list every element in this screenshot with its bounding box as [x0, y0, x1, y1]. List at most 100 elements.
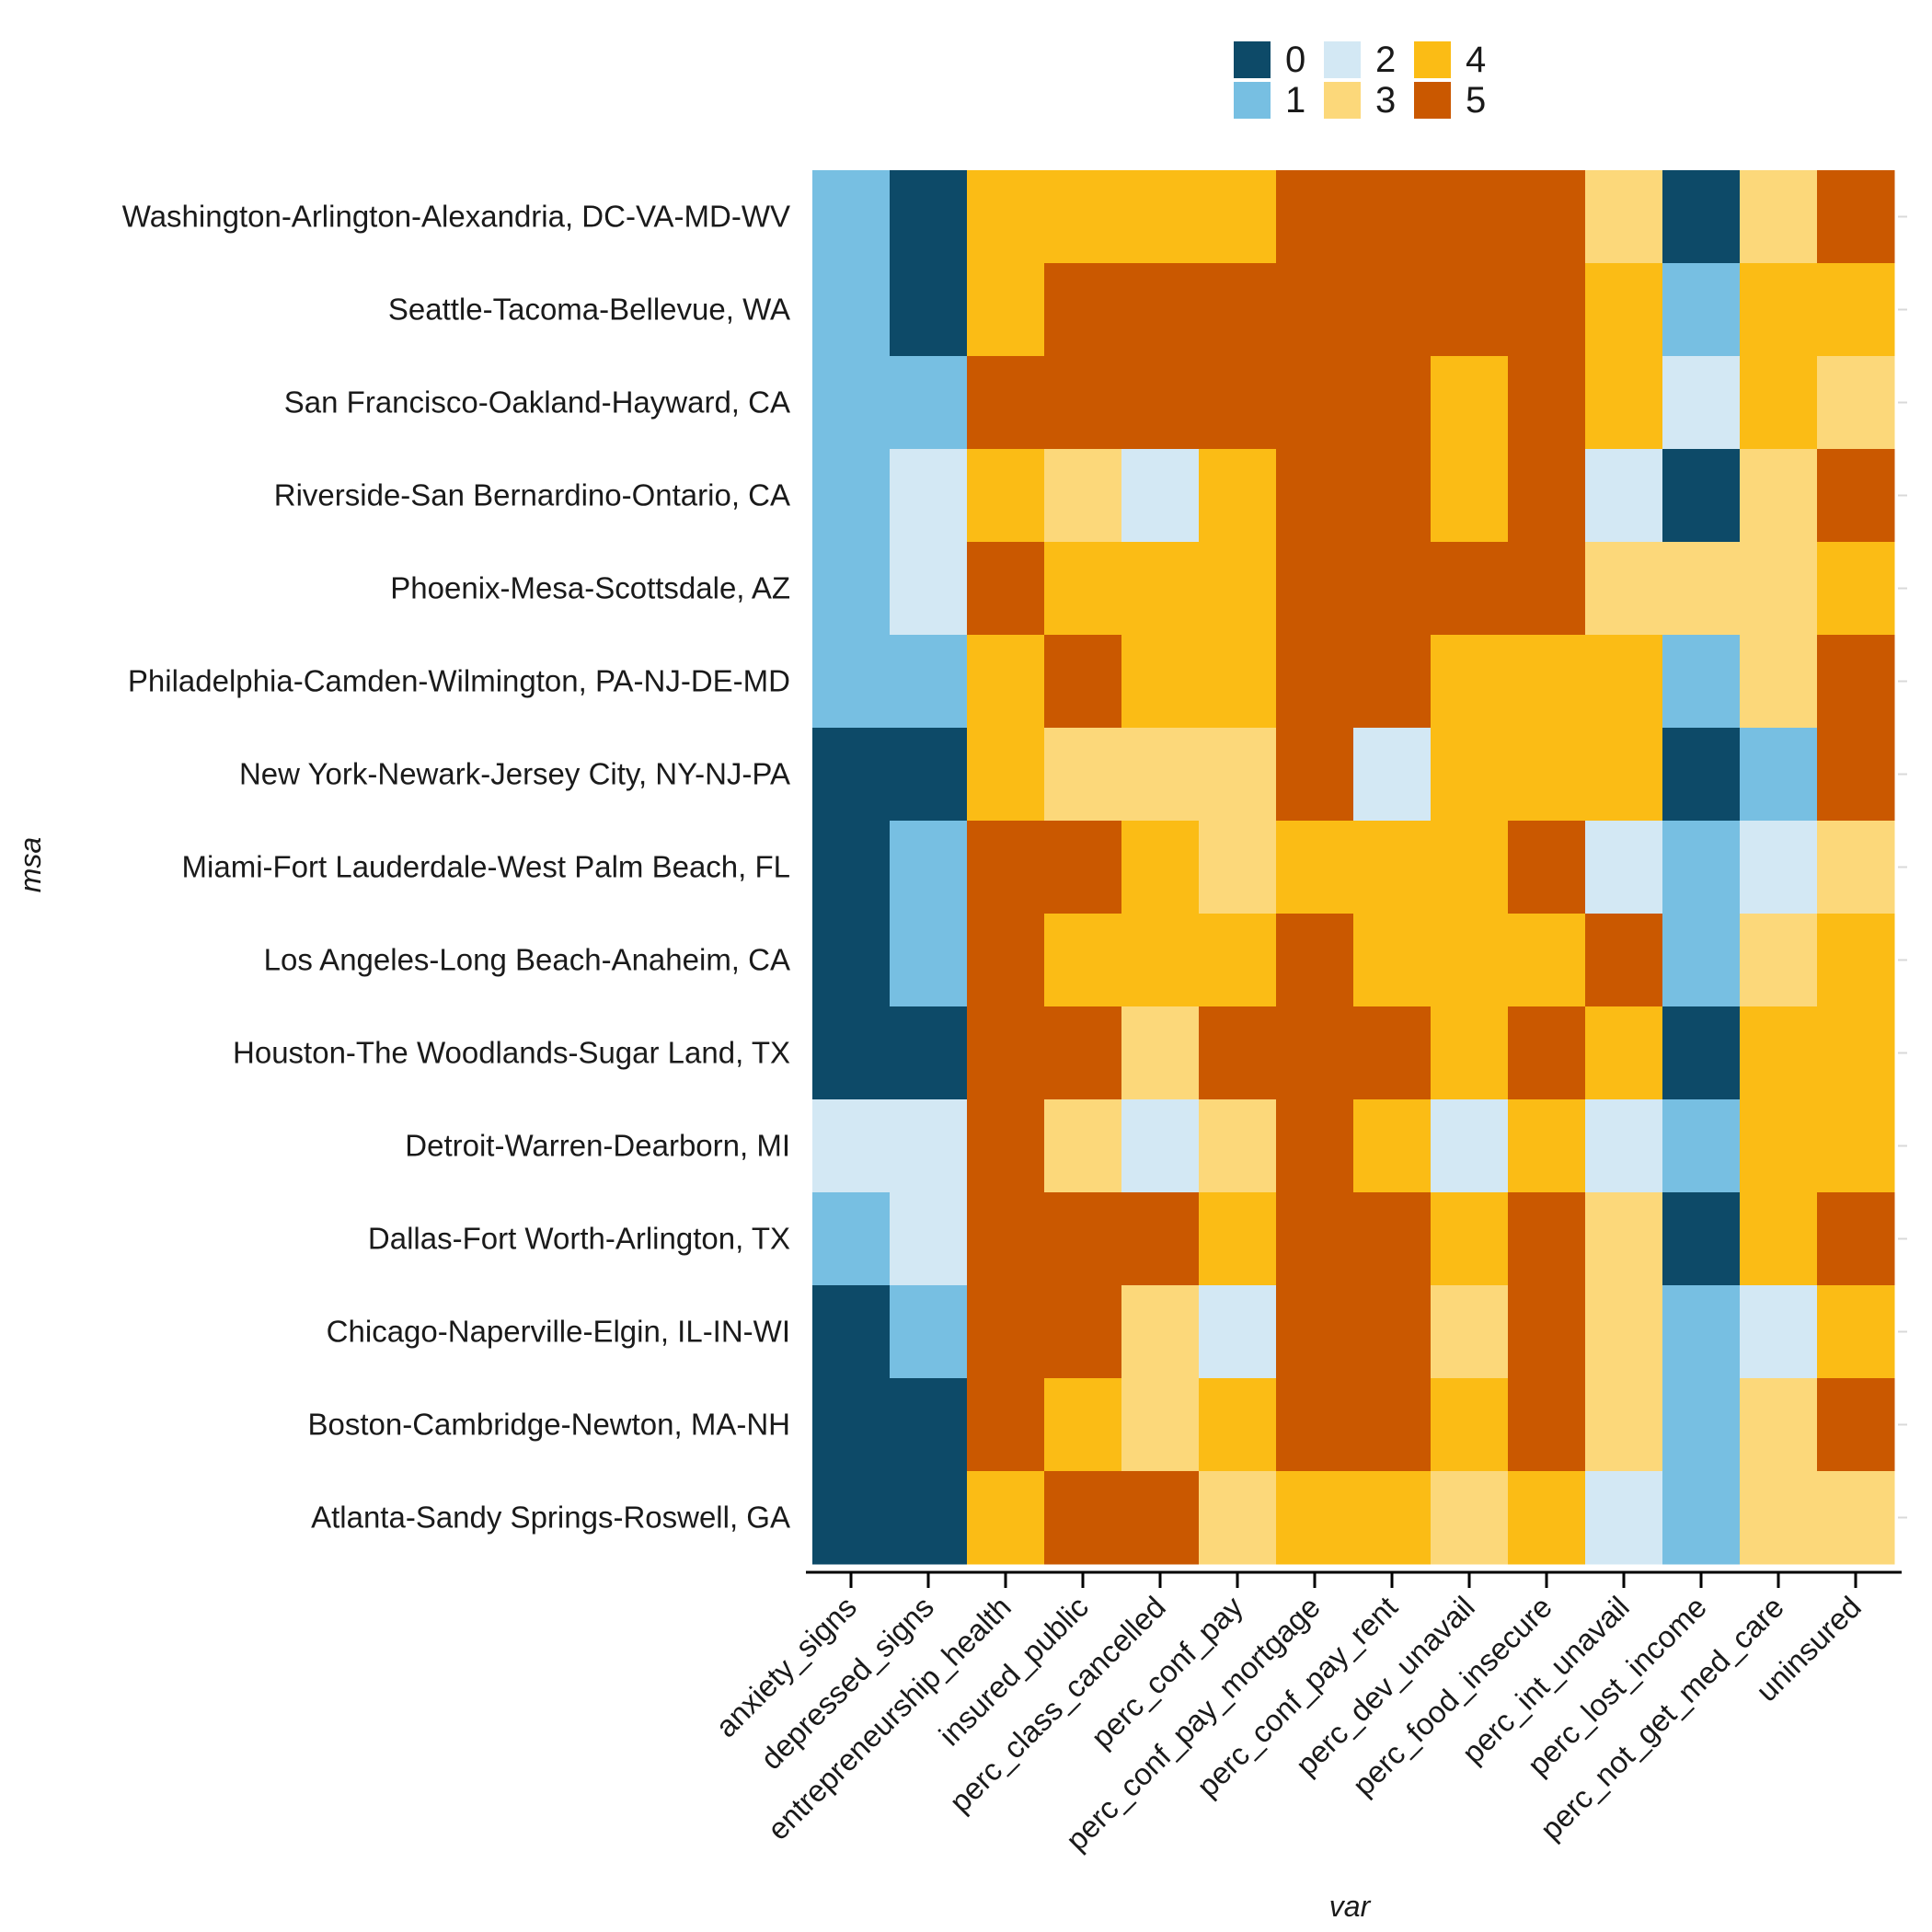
heatmap-cell: [1044, 635, 1122, 729]
heatmap-cell: [1121, 1006, 1200, 1100]
heatmap-cell: [1508, 1378, 1586, 1472]
heatmap-cell: [1817, 1006, 1895, 1100]
heatmap-cell: [1353, 635, 1432, 729]
legend-swatch: [1234, 82, 1271, 119]
heatmap-cell: [1740, 635, 1818, 729]
legend-swatch: [1414, 82, 1451, 119]
heatmap-cell: [1508, 1285, 1586, 1379]
heatmap-cell: [1508, 728, 1586, 822]
heatmap-cell: [1662, 542, 1741, 636]
heatmap-cell: [1508, 542, 1586, 636]
legend-label: 3: [1375, 80, 1396, 121]
heatmap-cell: [1431, 542, 1509, 636]
y-tick-label: Philadelphia-Camden-Wilmington, PA-NJ-DE…: [128, 664, 790, 698]
heatmap-cell: [967, 170, 1045, 264]
heatmap-cell: [1353, 1192, 1432, 1286]
heatmap-cell: [1662, 821, 1741, 914]
heatmap-cell: [890, 356, 968, 450]
legend-label: 4: [1466, 40, 1486, 80]
heatmap-cell: [1817, 1099, 1895, 1193]
heatmap-cell: [1199, 1378, 1277, 1472]
heatmap-cell: [890, 1471, 968, 1565]
heatmap-cell: [1817, 1285, 1895, 1379]
heatmap-cell: [1740, 1099, 1818, 1193]
heatmap-cell: [812, 914, 891, 1007]
heatmap-cell: [890, 449, 968, 543]
heatmap-cell: [1662, 1006, 1741, 1100]
heatmap-cell: [967, 1285, 1045, 1379]
heatmap-cell: [1276, 728, 1354, 822]
heatmap-cell: [1585, 728, 1663, 822]
heatmap-cell: [1121, 821, 1200, 914]
y-tick-label: Detroit-Warren-Dearborn, MI: [405, 1129, 790, 1163]
heatmap-cell: [1121, 728, 1200, 822]
heatmap-cell: [1044, 821, 1122, 914]
heatmap-cell: [1817, 914, 1895, 1007]
heatmap-cell: [1431, 1192, 1509, 1286]
heatmap-cell: [1199, 1099, 1277, 1193]
heatmap-cell: [1585, 635, 1663, 729]
heatmap-cell: [1662, 1471, 1741, 1565]
heatmap-cell: [1044, 1378, 1122, 1472]
heatmap-cell: [890, 728, 968, 822]
heatmap-cell: [1585, 1192, 1663, 1286]
y-tick-label: Phoenix-Mesa-Scottsdale, AZ: [390, 571, 790, 605]
heatmap-cell: [1044, 1471, 1122, 1565]
heatmap-cell: [1585, 1285, 1663, 1379]
heatmap-cell: [1199, 821, 1277, 914]
y-tick-label: New York-Newark-Jersey City, NY-NJ-PA: [239, 757, 790, 791]
y-axis-title: msa: [14, 837, 47, 892]
heatmap-cell: [1431, 356, 1509, 450]
heatmap-cell: [1353, 1099, 1432, 1193]
y-tick-label: Chicago-Naperville-Elgin, IL-IN-WI: [327, 1315, 790, 1349]
heatmap-cell: [1817, 1471, 1895, 1565]
heatmap-cell: [1121, 1192, 1200, 1286]
heatmap-cell: [1508, 1471, 1586, 1565]
heatmap-cell: [1276, 170, 1354, 264]
heatmap-cell: [1276, 1285, 1354, 1379]
heatmap-cell: [812, 449, 891, 543]
heatmap-cell: [890, 263, 968, 357]
y-tick-label: Atlanta-Sandy Springs-Roswell, GA: [311, 1501, 790, 1535]
heatmap-cell: [812, 1006, 891, 1100]
heatmap-cell: [1662, 914, 1741, 1007]
heatmap-cell: [1044, 914, 1122, 1007]
heatmap-cell: [1276, 635, 1354, 729]
heatmap-cell: [1585, 914, 1663, 1007]
heatmap-cell: [1740, 170, 1818, 264]
heatmap-cell: [1353, 1378, 1432, 1472]
heatmap-cell: [1199, 1192, 1277, 1286]
heatmap-cell: [1199, 1006, 1277, 1100]
x-axis-title: var: [1329, 1890, 1372, 1923]
heatmap-cell: [890, 542, 968, 636]
legend-label: 1: [1285, 80, 1305, 121]
heatmap-cell: [967, 728, 1045, 822]
heatmap-cell: [1817, 728, 1895, 822]
heatmap-cell: [812, 635, 891, 729]
heatmap-cell: [1121, 542, 1200, 636]
heatmap-cell: [1662, 1378, 1741, 1472]
heatmap-cell: [967, 449, 1045, 543]
heatmap-cell: [1199, 1471, 1277, 1565]
heatmap-cell: [1740, 1378, 1818, 1472]
heatmap-cell: [1817, 1192, 1895, 1286]
heatmap-cell: [1585, 1006, 1663, 1100]
heatmap-cell: [1740, 914, 1818, 1007]
heatmap-cell: [1431, 821, 1509, 914]
heatmap-cell: [1585, 263, 1663, 357]
heatmap-cell: [1508, 356, 1586, 450]
heatmap-cell: [1431, 1471, 1509, 1565]
heatmap-cell: [1508, 170, 1586, 264]
legend-swatch: [1324, 82, 1361, 119]
heatmap-cell: [890, 170, 968, 264]
heatmap-cell: [1817, 542, 1895, 636]
heatmap-cell: [1662, 635, 1741, 729]
heatmap-cell: [812, 170, 891, 264]
heatmap-cell: [890, 914, 968, 1007]
y-tick-label: Washington-Arlington-Alexandria, DC-VA-M…: [122, 200, 790, 234]
y-tick-label: Boston-Cambridge-Newton, MA-NH: [307, 1408, 790, 1442]
heatmap-cell: [1044, 1285, 1122, 1379]
heatmap-cell: [967, 1192, 1045, 1286]
heatmap-cell: [1508, 449, 1586, 543]
